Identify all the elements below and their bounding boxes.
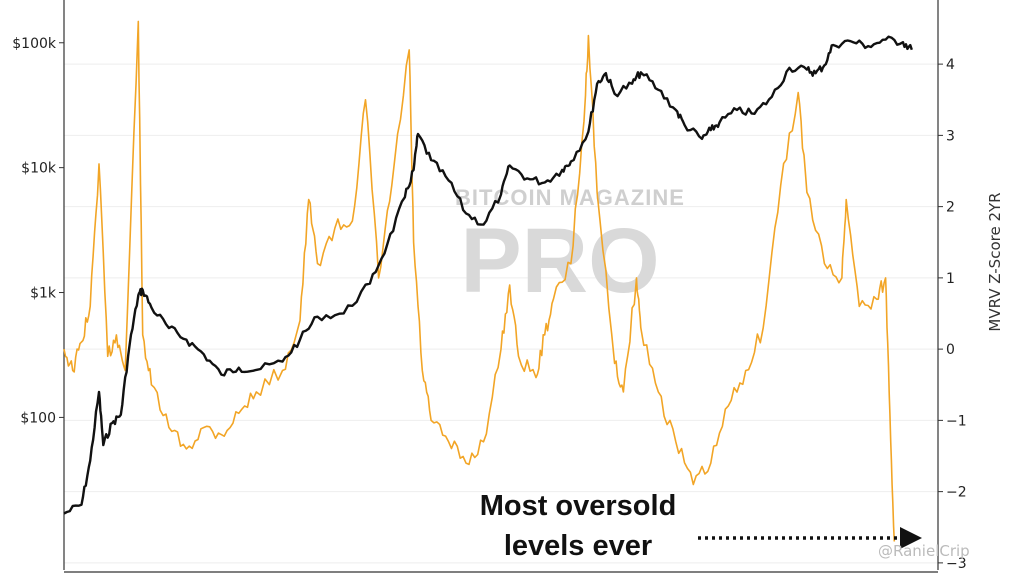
source-credit: @RanielCrip [878,542,970,560]
watermark-pro-text: PRO [460,210,659,312]
mvrv-zscore-series-line [63,20,896,542]
series-layer [63,20,913,542]
y-left-tick-label-3: $100k [12,36,57,52]
y-right-tick-label-1: −2 [946,485,967,501]
y-left-tick-label-0: $100 [20,410,56,426]
axes [63,0,939,573]
y-right-axis-title: MVRV Z-Score 2YR [986,192,1004,331]
watermark-top-text: BITCOIN MAGAZINE [455,185,685,210]
right-tick-labels: −3 −2 −1 0 1 2 3 4 [938,57,967,572]
left-tick-labels: $100 $1k $10k $100k [12,36,64,426]
annotation-arrowhead [900,527,922,549]
y-right-tick-label-4: 1 [946,271,955,287]
oversold-annotation: Most oversold levels ever [480,490,922,562]
y-left-tick-label-2: $10k [21,161,57,177]
y-left-tick-label-1: $1k [30,286,57,302]
watermark: BITCOIN MAGAZINE PRO [455,185,685,312]
y-right-tick-label-3: 0 [946,342,955,358]
y-right-tick-label-6: 3 [946,128,955,144]
y-right-tick-label-2: −1 [946,413,967,429]
y-right-tick-label-5: 2 [946,200,955,216]
price-series-line [63,35,913,515]
y-right-tick-label-0: −3 [946,556,967,572]
grid-lines [64,63,938,564]
annotation-line-2: levels ever [504,530,652,562]
y-right-tick-label-7: 4 [946,57,955,73]
annotation-line-1: Most oversold [480,490,677,522]
